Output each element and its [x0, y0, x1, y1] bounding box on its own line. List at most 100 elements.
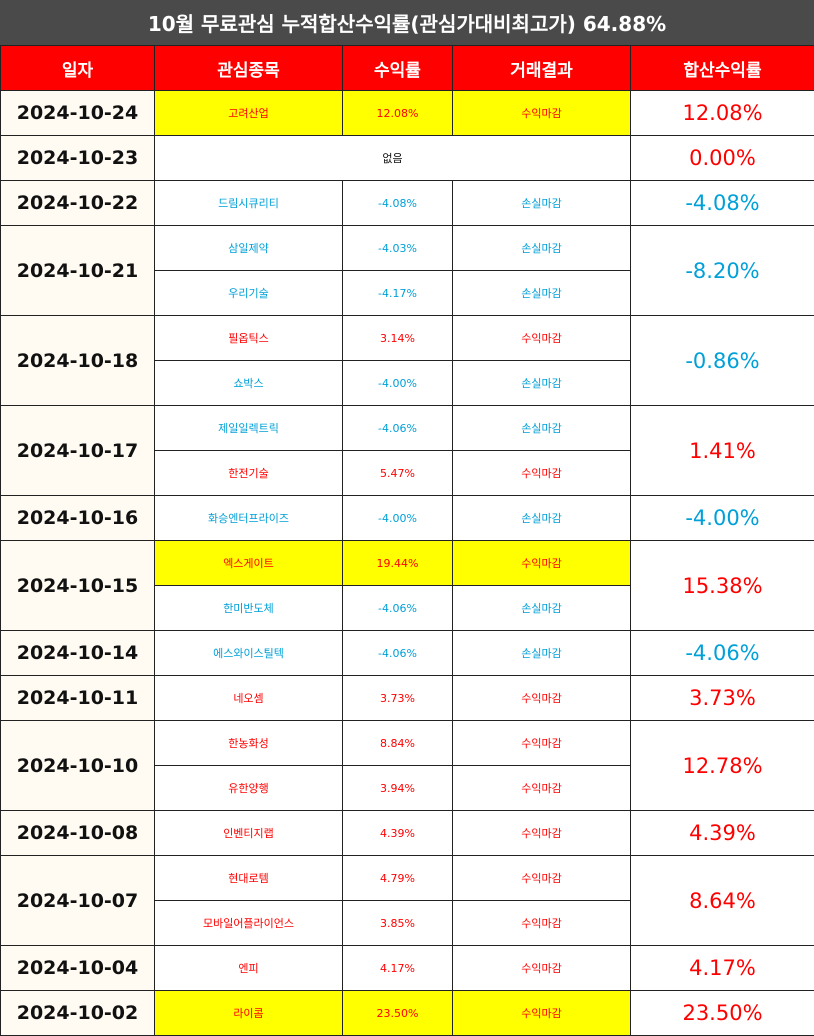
rate-cell: 4.79% — [342, 855, 453, 901]
table-row: 한전기술 5.47% 수익마감 — [1, 450, 814, 496]
total-return-cell: 23.50% — [630, 990, 814, 1036]
total-return-cell: 4.39% — [630, 810, 814, 856]
total-return-cell: 1.41% — [630, 405, 814, 496]
header-rate: 수익률 — [342, 45, 453, 91]
stock-name-cell: 엔피 — [154, 945, 343, 991]
stock-name-cell: 한농화성 — [154, 720, 343, 766]
table-row: 2024-10-24 고려산업 12.08% 수익마감 12.08% — [0, 90, 814, 136]
rate-cell: 3.94% — [342, 765, 453, 811]
result-cell: 수익마감 — [452, 945, 631, 991]
rate-cell: 3.85% — [342, 900, 453, 946]
total-return-cell: 12.78% — [630, 720, 814, 811]
result-cell: 수익마감 — [452, 855, 631, 901]
table-row: 2024-10-07 현대로템 4.79% 수익마감 8.64% — [0, 855, 814, 946]
total-return-cell: -0.86% — [630, 315, 814, 406]
date-cell: 2024-10-15 — [0, 540, 155, 631]
date-cell: 2024-10-16 — [0, 495, 155, 541]
header-result: 거래결과 — [452, 45, 631, 91]
total-return-cell: 12.08% — [630, 90, 814, 136]
stock-name-cell: 삼일제약 — [154, 225, 343, 271]
header-date: 일자 — [0, 45, 155, 91]
result-cell: 수익마감 — [452, 450, 631, 496]
rate-cell: 3.14% — [342, 315, 453, 361]
date-cell: 2024-10-10 — [0, 720, 155, 811]
rate-cell: -4.06% — [342, 630, 453, 676]
table-row: 모바일어플라이언스 3.85% 수익마감 — [1, 900, 814, 946]
date-cell: 2024-10-23 — [0, 135, 155, 181]
stock-name-cell: 드림시큐리티 — [154, 180, 343, 226]
result-cell: 손실마감 — [452, 405, 631, 451]
header-stock: 관심종목 — [154, 45, 343, 91]
table-row: 2024-10-23 없음 0.00% — [0, 135, 814, 181]
table-row: 2024-10-17 제일일렉트릭 -4.06% 손실마감 1.41% — [0, 405, 814, 496]
total-return-cell: 4.17% — [630, 945, 814, 991]
date-cell: 2024-10-08 — [0, 810, 155, 856]
stock-name-cell: 한미반도체 — [154, 585, 343, 631]
rate-cell: 4.17% — [342, 945, 453, 991]
result-cell: 수익마감 — [452, 990, 631, 1036]
rate-cell: -4.00% — [342, 495, 453, 541]
rate-cell: -4.03% — [342, 225, 453, 271]
table-row: 2024-10-04 엔피 4.17% 수익마감 4.17% — [0, 945, 814, 991]
result-cell: 수익마감 — [452, 810, 631, 856]
date-cell: 2024-10-11 — [0, 675, 155, 721]
stock-name-cell: 우리기술 — [154, 270, 343, 316]
table-row: 2024-10-15 엑스게이트 19.44% 수익마감 15.38% — [0, 540, 814, 631]
stock-name-cell: 유한양행 — [154, 765, 343, 811]
rate-cell: 5.47% — [342, 450, 453, 496]
result-cell: 수익마감 — [452, 540, 631, 586]
table-row: 2024-10-16 화승엔터프라이즈 -4.00% 손실마감 -4.00% — [0, 495, 814, 541]
date-cell: 2024-10-04 — [0, 945, 155, 991]
table-row: 우리기술 -4.17% 손실마감 — [1, 270, 814, 316]
total-return-cell: 15.38% — [630, 540, 814, 631]
total-return-cell: -4.00% — [630, 495, 814, 541]
result-cell: 수익마감 — [452, 720, 631, 766]
date-cell: 2024-10-18 — [0, 315, 155, 406]
stock-name-cell: 필옵틱스 — [154, 315, 343, 361]
page-title: 10월 무료관심 누적합산수익률(관심가대비최고가) 64.88% — [0, 0, 814, 45]
rate-cell: 8.84% — [342, 720, 453, 766]
date-cell: 2024-10-24 — [0, 90, 155, 136]
result-cell: 수익마감 — [452, 315, 631, 361]
table-row: 2024-10-02 라이콤 23.50% 수익마감 23.50% — [0, 990, 814, 1036]
total-return-cell: -4.08% — [630, 180, 814, 226]
rate-cell: -4.06% — [342, 405, 453, 451]
stock-name-cell: 한전기술 — [154, 450, 343, 496]
stock-name-cell: 제일일렉트릭 — [154, 405, 343, 451]
result-cell: 손실마감 — [452, 270, 631, 316]
total-return-cell: 8.64% — [630, 855, 814, 946]
stock-name-cell: 인벤티지랩 — [154, 810, 343, 856]
total-return-cell: -8.20% — [630, 225, 814, 316]
table-row: 2024-10-10 한농화성 8.84% 수익마감 12.78% — [0, 720, 814, 811]
result-cell: 손실마감 — [452, 585, 631, 631]
date-cell: 2024-10-07 — [0, 855, 155, 946]
result-cell: 수익마감 — [452, 90, 631, 136]
stock-name-cell: 에스와이스틸텍 — [154, 630, 343, 676]
table-row: 2024-10-11 네오셈 3.73% 수익마감 3.73% — [0, 675, 814, 721]
stock-name-cell: 현대로템 — [154, 855, 343, 901]
rate-cell: -4.08% — [342, 180, 453, 226]
stock-name-cell: 화승엔터프라이즈 — [154, 495, 343, 541]
table-row: 2024-10-21 삼일제약 -4.03% 손실마감 -8.20% — [0, 225, 814, 316]
result-cell: 손실마감 — [452, 225, 631, 271]
stock-name-cell: 네오셈 — [154, 675, 343, 721]
table-body: 2024-10-24 고려산업 12.08% 수익마감 12.08% 2024-10-23… — [0, 90, 814, 1036]
table-row: 2024-10-08 인벤티지랩 4.39% 수익마감 4.39% — [0, 810, 814, 856]
table-row: 2024-10-18 필옵틱스 3.14% 수익마감 -0.86% — [0, 315, 814, 406]
result-cell: 수익마감 — [452, 675, 631, 721]
table-row: 한미반도체 -4.06% 손실마감 — [1, 585, 814, 631]
rate-cell: -4.00% — [342, 360, 453, 406]
header-total: 합산수익률 — [630, 45, 814, 91]
result-cell: 손실마감 — [452, 630, 631, 676]
date-cell: 2024-10-21 — [0, 225, 155, 316]
total-return-cell: 3.73% — [630, 675, 814, 721]
rate-cell: -4.17% — [342, 270, 453, 316]
stock-name-cell: 고려산업 — [154, 90, 343, 136]
stock-name-cell: 엑스게이트 — [154, 540, 343, 586]
total-return-cell: 0.00% — [630, 135, 814, 181]
result-cell: 수익마감 — [452, 900, 631, 946]
rate-cell: 4.39% — [342, 810, 453, 856]
result-cell: 손실마감 — [452, 495, 631, 541]
table-row: 2024-10-22 드림시큐리티 -4.08% 손실마감 -4.08% — [0, 180, 814, 226]
table-row: 쇼박스 -4.00% 손실마감 — [1, 360, 814, 406]
